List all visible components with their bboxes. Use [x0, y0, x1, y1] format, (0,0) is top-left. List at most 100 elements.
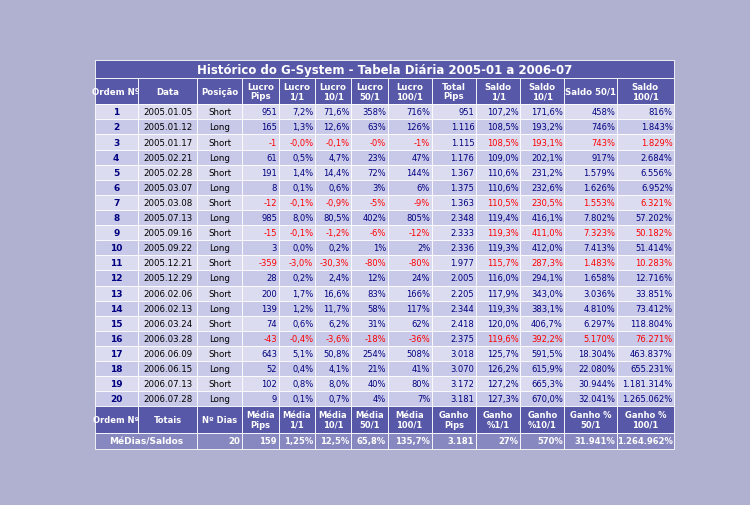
Text: 71,6%: 71,6%	[323, 108, 350, 117]
Bar	[476, 301, 520, 316]
Text: 951: 951	[261, 108, 277, 117]
Text: Long: Long	[209, 334, 230, 343]
Text: -1%: -1%	[414, 138, 430, 147]
Bar	[315, 180, 351, 195]
Bar	[388, 150, 432, 165]
Text: 117,9%: 117,9%	[487, 289, 519, 298]
Bar	[565, 376, 616, 391]
Text: 2005.12.21: 2005.12.21	[143, 259, 192, 268]
Bar	[432, 301, 476, 316]
Bar	[278, 286, 315, 301]
Bar	[197, 241, 242, 256]
Text: -80%: -80%	[364, 259, 386, 268]
Bar	[94, 433, 197, 448]
Text: 3: 3	[113, 138, 119, 147]
Text: 119,3%: 119,3%	[487, 229, 519, 238]
Text: -0,0%: -0,0%	[290, 138, 314, 147]
Bar	[94, 62, 674, 79]
Text: 110,5%: 110,5%	[487, 198, 519, 208]
Bar	[242, 391, 278, 407]
Bar	[388, 135, 432, 150]
Text: 716%: 716%	[406, 108, 430, 117]
Text: 9: 9	[272, 394, 277, 403]
Text: 72%: 72%	[368, 168, 386, 177]
Text: 109,0%: 109,0%	[487, 154, 519, 162]
Text: 2005.01.17: 2005.01.17	[143, 138, 192, 147]
Text: 746%: 746%	[591, 123, 615, 132]
Bar	[388, 105, 432, 120]
Bar	[242, 407, 278, 433]
Text: 12%: 12%	[368, 274, 386, 283]
Bar	[432, 150, 476, 165]
Text: 8,0%: 8,0%	[328, 379, 350, 388]
Bar	[520, 271, 565, 286]
Bar	[388, 301, 432, 316]
Bar	[351, 79, 388, 105]
Text: Long: Long	[209, 304, 230, 313]
Bar	[197, 195, 242, 211]
Text: Ordem Nº: Ordem Nº	[93, 415, 140, 424]
Bar	[315, 433, 351, 448]
Text: MéDias/Saldos: MéDias/Saldos	[109, 436, 183, 445]
Text: 12.716%: 12.716%	[635, 274, 673, 283]
Bar	[278, 316, 315, 331]
Text: 655.231%: 655.231%	[630, 365, 673, 373]
Bar	[476, 256, 520, 271]
Text: 119,4%: 119,4%	[487, 214, 519, 223]
Bar	[138, 316, 197, 331]
Bar	[476, 79, 520, 105]
Text: -5%: -5%	[370, 198, 386, 208]
Bar	[351, 256, 388, 271]
Bar	[278, 301, 315, 316]
Text: 508%: 508%	[406, 349, 430, 359]
Text: 7.802%: 7.802%	[584, 214, 615, 223]
Text: Long: Long	[209, 214, 230, 223]
Text: Short: Short	[209, 259, 231, 268]
Text: 193,1%: 193,1%	[531, 138, 563, 147]
Text: 0,2%: 0,2%	[292, 274, 314, 283]
Bar	[278, 226, 315, 241]
Bar	[278, 150, 315, 165]
Bar	[278, 195, 315, 211]
Text: 159: 159	[260, 436, 277, 445]
Bar	[242, 226, 278, 241]
Bar	[242, 331, 278, 346]
Text: 1.626%: 1.626%	[584, 183, 615, 192]
Bar	[351, 241, 388, 256]
Text: 591,5%: 591,5%	[531, 349, 563, 359]
Text: 18.304%: 18.304%	[578, 349, 615, 359]
Text: 15: 15	[110, 319, 122, 328]
Text: 2.333: 2.333	[451, 229, 475, 238]
Text: 3.070: 3.070	[451, 365, 475, 373]
Bar	[242, 376, 278, 391]
Text: 28: 28	[266, 274, 277, 283]
Bar	[616, 346, 674, 362]
Bar	[315, 301, 351, 316]
Text: 1,4%: 1,4%	[292, 168, 314, 177]
Text: 118.804%: 118.804%	[630, 319, 673, 328]
Text: 2005.09.22: 2005.09.22	[143, 244, 192, 253]
Bar	[315, 211, 351, 226]
Text: 412,0%: 412,0%	[531, 244, 563, 253]
Text: Posição: Posição	[201, 87, 238, 96]
Text: Média
50/1: Média 50/1	[355, 411, 384, 429]
Text: 165: 165	[261, 123, 277, 132]
Bar	[432, 120, 476, 135]
Bar	[432, 105, 476, 120]
Bar	[616, 120, 674, 135]
Text: 411,0%: 411,0%	[531, 229, 563, 238]
Text: 2: 2	[113, 123, 119, 132]
Bar	[315, 376, 351, 391]
Text: Long: Long	[209, 183, 230, 192]
Text: -3,0%: -3,0%	[289, 259, 314, 268]
Text: Total
Pips: Total Pips	[442, 83, 466, 102]
Bar	[432, 165, 476, 180]
Text: 231,2%: 231,2%	[531, 168, 563, 177]
Text: 230,5%: 230,5%	[531, 198, 563, 208]
Bar	[315, 271, 351, 286]
Bar	[138, 301, 197, 316]
Bar	[94, 135, 138, 150]
Bar	[138, 286, 197, 301]
Bar	[476, 211, 520, 226]
Bar	[94, 150, 138, 165]
